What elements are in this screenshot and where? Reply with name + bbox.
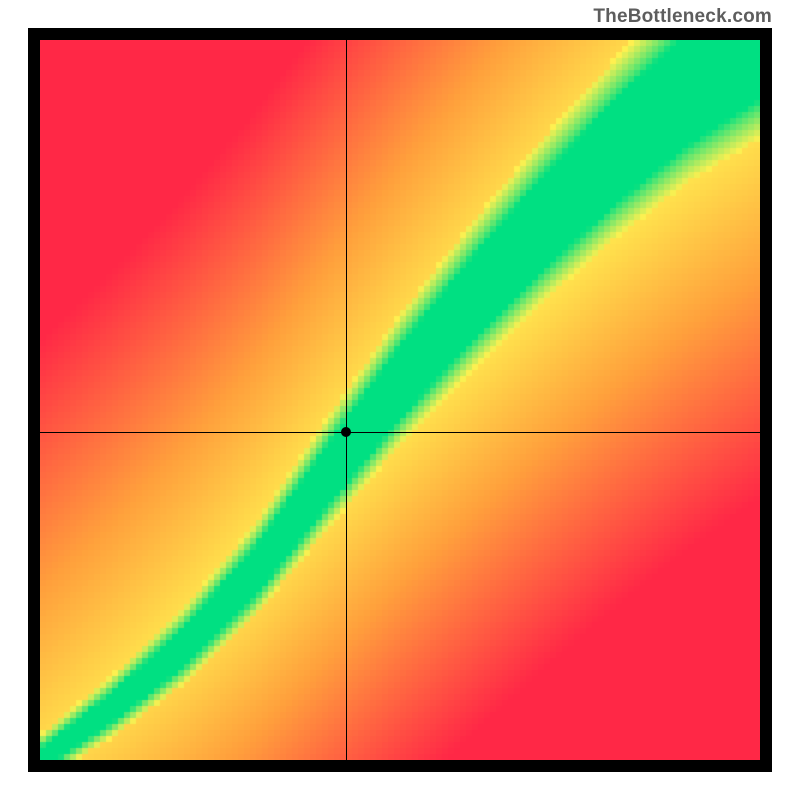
- plot-frame: [28, 28, 772, 772]
- crosshair-vertical: [346, 40, 347, 760]
- plot-area: [40, 40, 760, 760]
- chart-container: TheBottleneck.com: [0, 0, 800, 800]
- heatmap-canvas: [40, 40, 760, 760]
- crosshair-horizontal: [40, 432, 760, 433]
- marker-dot: [341, 427, 351, 437]
- attribution-text: TheBottleneck.com: [593, 6, 772, 28]
